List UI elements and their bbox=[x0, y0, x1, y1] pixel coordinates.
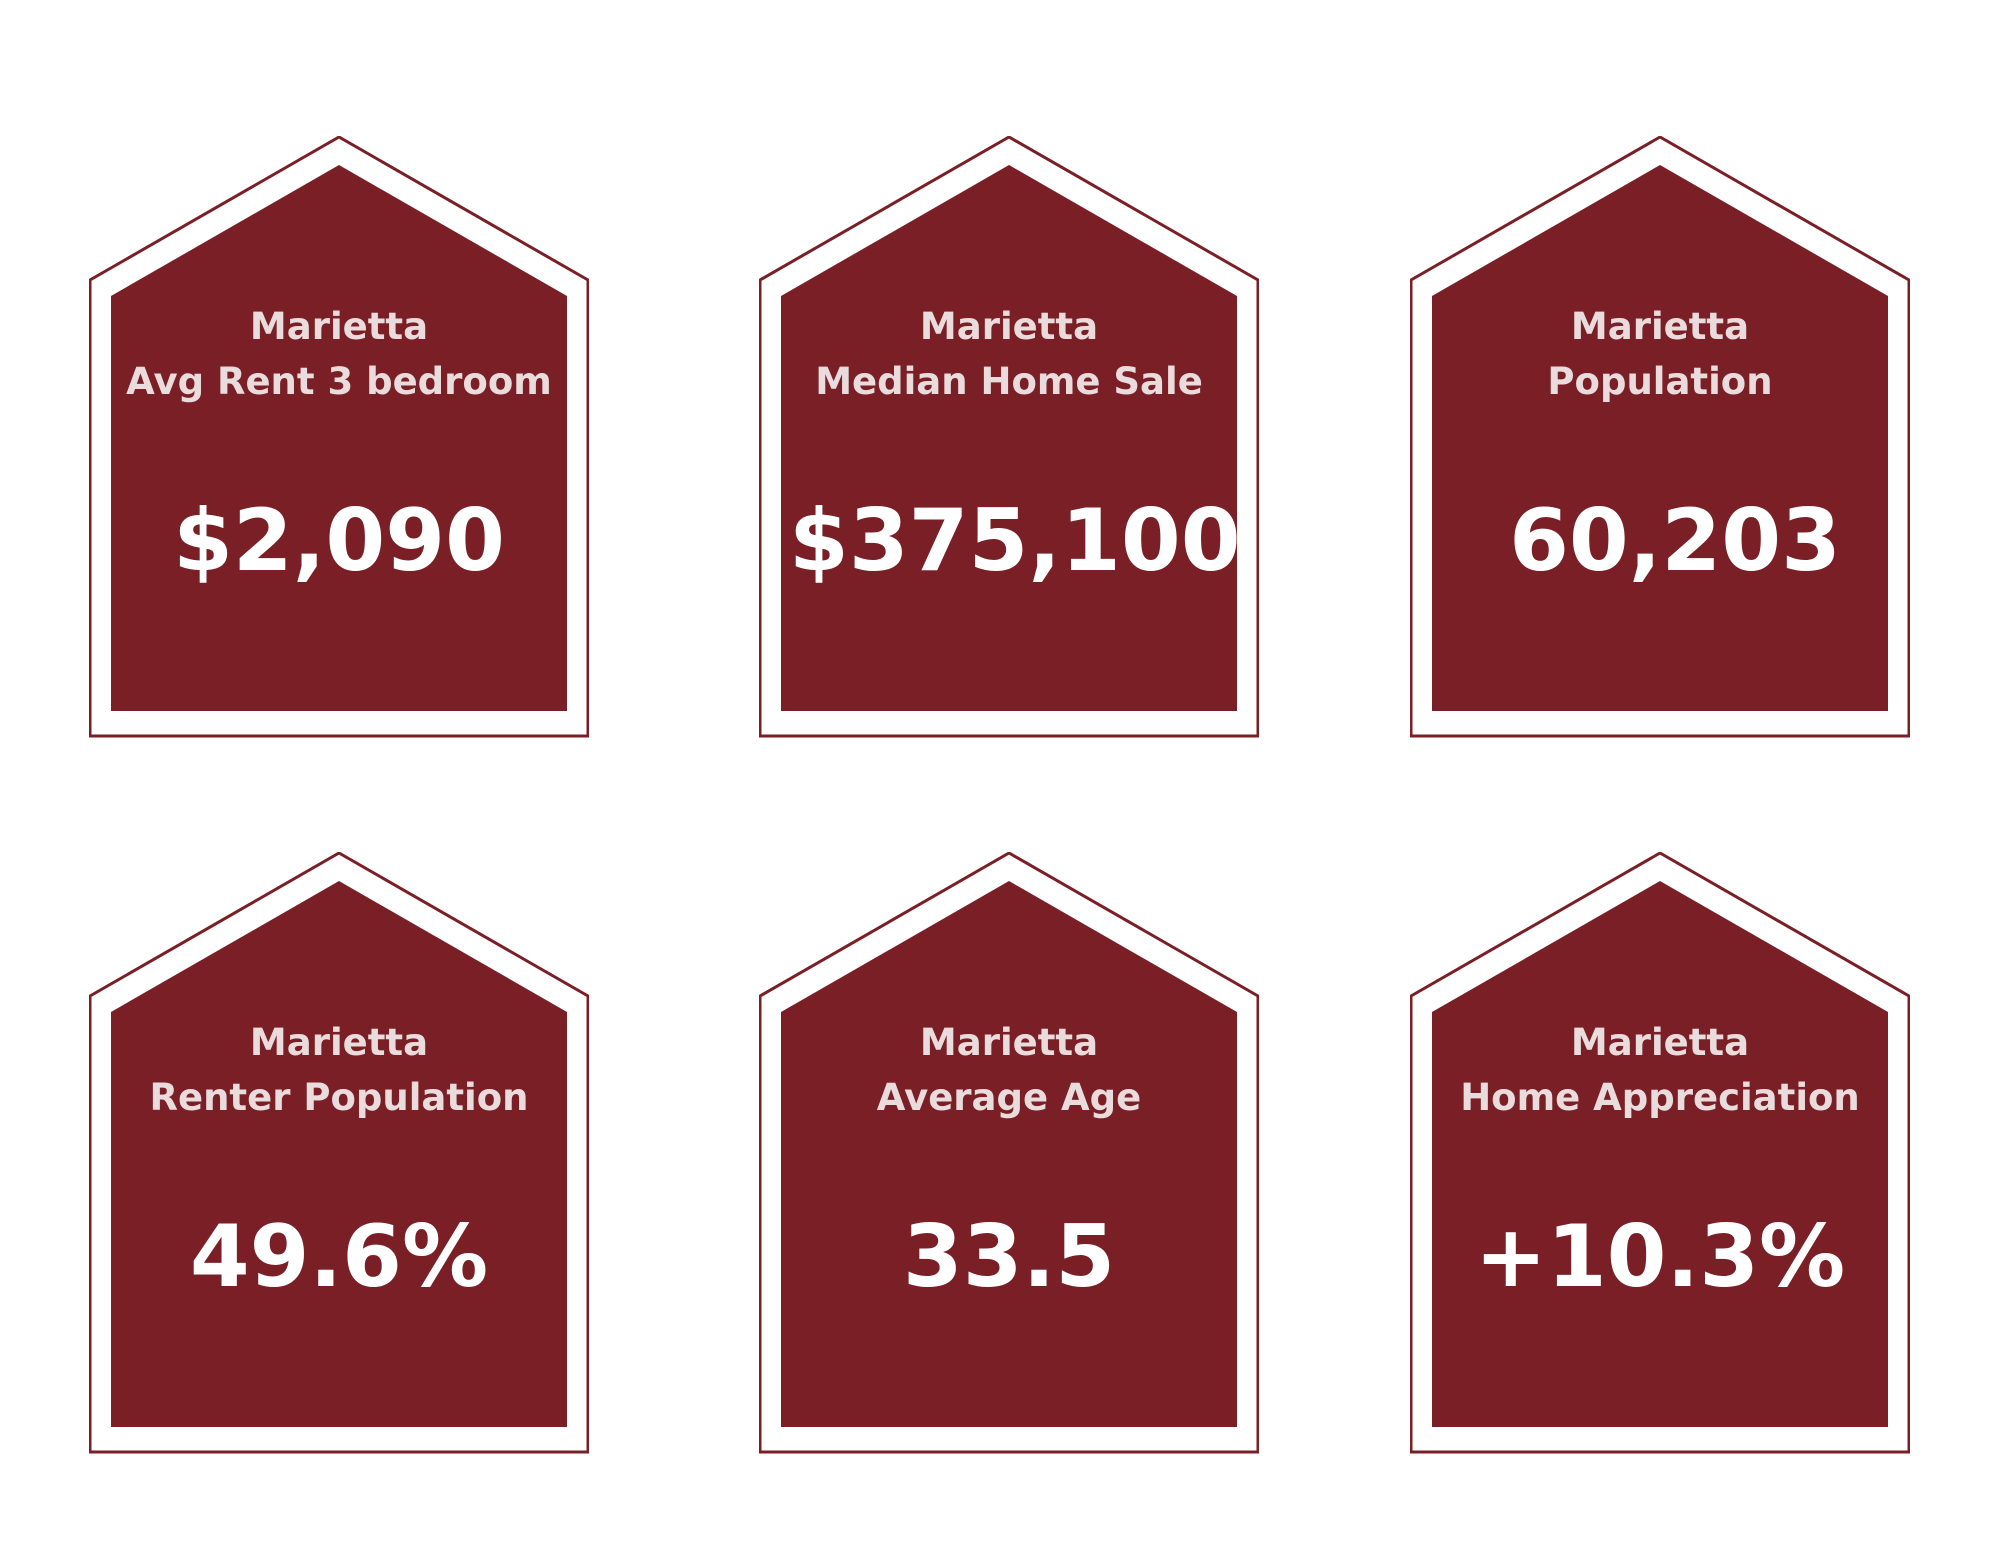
card-title: Marietta Average Age bbox=[789, 1015, 1229, 1125]
card-title: Marietta Population bbox=[1440, 299, 1880, 409]
house-shape-icon bbox=[759, 136, 1259, 738]
stat-card-population: Marietta Population 60,203 bbox=[1410, 136, 1910, 746]
card-metric: Renter Population bbox=[149, 1076, 529, 1119]
stat-card-avg-rent: Marietta Avg Rent 3 bedroom $2,090 bbox=[89, 136, 589, 746]
stat-card-average-age: Marietta Average Age 33.5 bbox=[759, 852, 1259, 1462]
house-shape-icon bbox=[759, 852, 1259, 1454]
card-city: Marietta bbox=[1570, 305, 1750, 348]
card-metric: Median Home Sale bbox=[815, 360, 1203, 403]
card-value: 60,203 bbox=[1509, 491, 1841, 591]
house-shape-icon bbox=[89, 136, 589, 738]
card-value: +10.3% bbox=[1474, 1207, 1846, 1307]
house-shape-icon bbox=[1410, 852, 1910, 1454]
stat-card-home-appreciation: Marietta Home Appreciation +10.3% bbox=[1410, 852, 1910, 1462]
card-value: 49.6% bbox=[189, 1207, 489, 1307]
card-title: Marietta Renter Population bbox=[119, 1015, 559, 1125]
card-metric: Avg Rent 3 bedroom bbox=[126, 360, 552, 403]
card-title: Marietta Avg Rent 3 bedroom bbox=[119, 299, 559, 409]
card-value: $2,090 bbox=[173, 491, 505, 591]
stat-card-renter-population: Marietta Renter Population 49.6% bbox=[89, 852, 589, 1462]
card-city: Marietta bbox=[919, 305, 1099, 348]
stat-card-median-home-sale: Marietta Median Home Sale $375,100 bbox=[759, 136, 1259, 746]
card-metric: Average Age bbox=[876, 1076, 1142, 1119]
card-city: Marietta bbox=[919, 1021, 1099, 1064]
card-value: 33.5 bbox=[902, 1207, 1116, 1307]
house-shape-icon bbox=[89, 852, 589, 1454]
card-city: Marietta bbox=[249, 1021, 429, 1064]
card-title: Marietta Median Home Sale bbox=[789, 299, 1229, 409]
card-metric: Home Appreciation bbox=[1460, 1076, 1860, 1119]
card-metric: Population bbox=[1547, 360, 1773, 403]
card-title: Marietta Home Appreciation bbox=[1440, 1015, 1880, 1125]
house-shape-icon bbox=[1410, 136, 1910, 738]
card-city: Marietta bbox=[1570, 1021, 1750, 1064]
card-value: $375,100 bbox=[789, 491, 1241, 591]
card-city: Marietta bbox=[249, 305, 429, 348]
